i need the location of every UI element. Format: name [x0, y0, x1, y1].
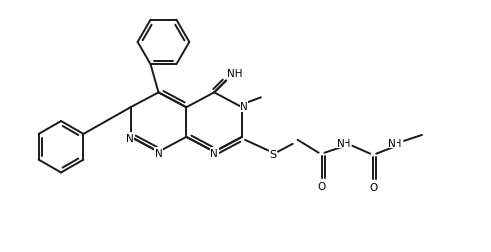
Text: N: N	[337, 138, 344, 148]
Text: O: O	[318, 182, 326, 192]
Text: N: N	[210, 148, 218, 158]
Text: N: N	[155, 148, 163, 158]
Text: S: S	[269, 149, 276, 159]
Text: N: N	[126, 133, 134, 143]
Text: H: H	[343, 138, 350, 148]
Text: H: H	[394, 138, 402, 148]
Text: O: O	[369, 183, 378, 193]
Text: N: N	[240, 102, 248, 112]
Text: NH: NH	[227, 68, 243, 78]
Text: N: N	[388, 138, 396, 148]
